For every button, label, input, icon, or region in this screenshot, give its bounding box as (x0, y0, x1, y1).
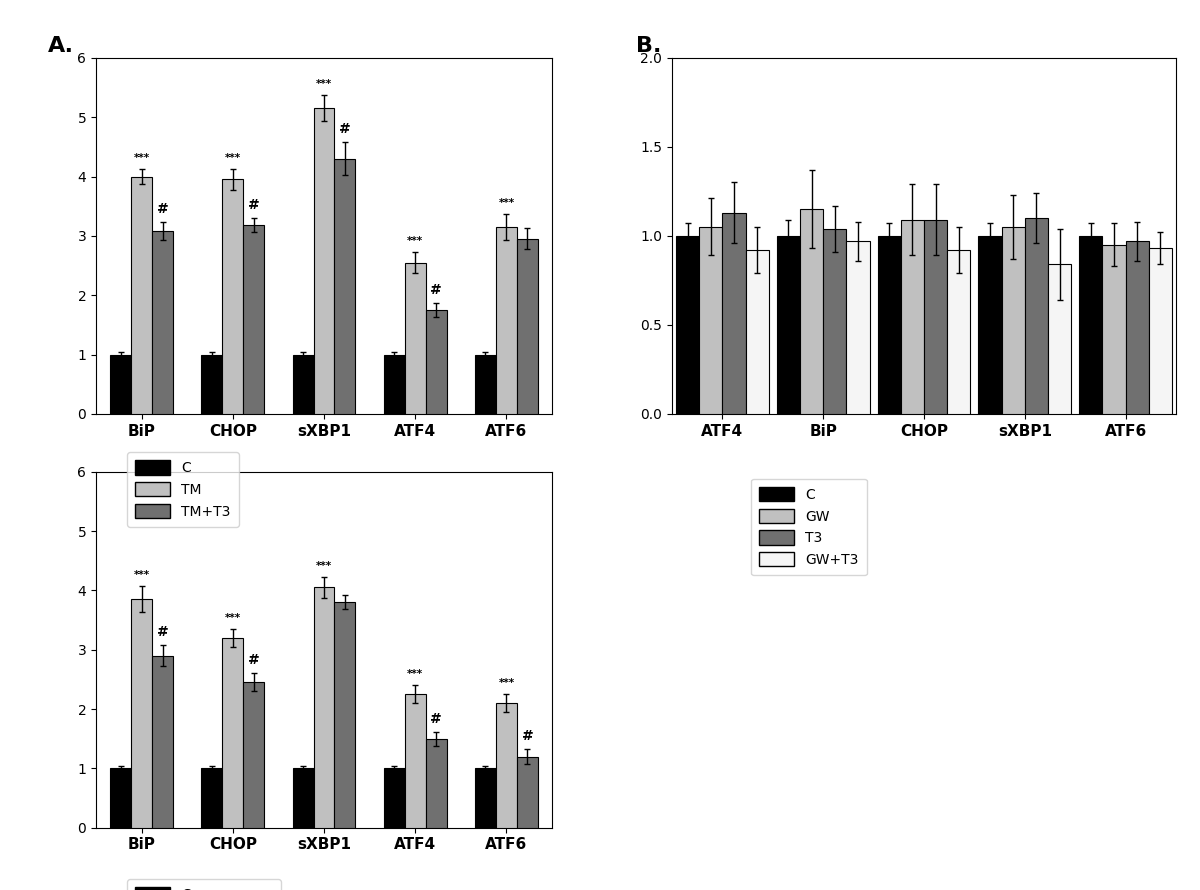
Bar (1025, 218, 1048, 414)
Bar (517, 756, 538, 828)
Bar (776, 236, 800, 414)
Text: ***: *** (407, 669, 424, 679)
Text: #: # (157, 202, 168, 216)
Bar (152, 656, 173, 828)
Bar (496, 227, 517, 414)
Bar (244, 683, 264, 828)
Bar (1103, 245, 1126, 414)
Text: ***: *** (316, 79, 332, 89)
Bar (1126, 241, 1148, 414)
Bar (293, 354, 313, 414)
Text: B.: B. (636, 36, 661, 55)
Bar (222, 638, 244, 828)
Bar (222, 180, 244, 414)
Bar (384, 354, 404, 414)
Bar (901, 220, 924, 414)
Bar (947, 250, 971, 414)
Bar (924, 220, 947, 414)
Bar (313, 109, 335, 414)
Bar (384, 768, 404, 828)
Bar (1048, 264, 1072, 414)
Bar (496, 703, 517, 828)
Text: ***: *** (498, 678, 515, 688)
Legend: C, TM, TM+GW4064: C, TM, TM+GW4064 (127, 879, 281, 890)
Bar (877, 236, 901, 414)
Bar (152, 231, 173, 414)
Bar (110, 768, 131, 828)
Bar (293, 768, 313, 828)
Text: #: # (248, 198, 259, 212)
Bar (676, 236, 700, 414)
Bar (1148, 248, 1172, 414)
Bar (335, 603, 355, 828)
Bar (745, 250, 769, 414)
Legend: C, GW, T3, GW+T3: C, GW, T3, GW+T3 (751, 479, 866, 575)
Text: ***: *** (224, 153, 241, 163)
Bar (202, 768, 222, 828)
Bar (846, 241, 870, 414)
Text: #: # (431, 283, 442, 297)
Bar (517, 239, 538, 414)
Text: ***: *** (498, 198, 515, 208)
Bar (404, 694, 426, 828)
Text: ***: *** (224, 613, 241, 623)
Bar (426, 310, 446, 414)
Bar (700, 227, 722, 414)
Text: ***: *** (133, 570, 150, 580)
Bar (1079, 236, 1103, 414)
Bar (244, 225, 264, 414)
Bar (475, 768, 496, 828)
Bar (1002, 227, 1025, 414)
Bar (131, 176, 152, 414)
Bar (110, 354, 131, 414)
Bar (426, 739, 446, 828)
Bar (823, 229, 846, 414)
Text: ***: *** (407, 236, 424, 246)
Text: #: # (157, 625, 168, 639)
Bar (404, 263, 426, 414)
Bar (722, 213, 745, 414)
Text: #: # (248, 653, 259, 668)
Legend: C, TM, TM+T3: C, TM, TM+T3 (127, 452, 239, 527)
Bar (800, 209, 823, 414)
Text: ***: *** (316, 561, 332, 570)
Bar (978, 236, 1002, 414)
Bar (313, 587, 335, 828)
Bar (131, 599, 152, 828)
Text: A.: A. (48, 36, 74, 55)
Text: ***: *** (133, 153, 150, 164)
Bar (475, 354, 496, 414)
Text: #: # (431, 712, 442, 725)
Text: #: # (522, 730, 533, 743)
Bar (202, 354, 222, 414)
Text: #: # (340, 122, 350, 136)
Bar (335, 158, 355, 414)
